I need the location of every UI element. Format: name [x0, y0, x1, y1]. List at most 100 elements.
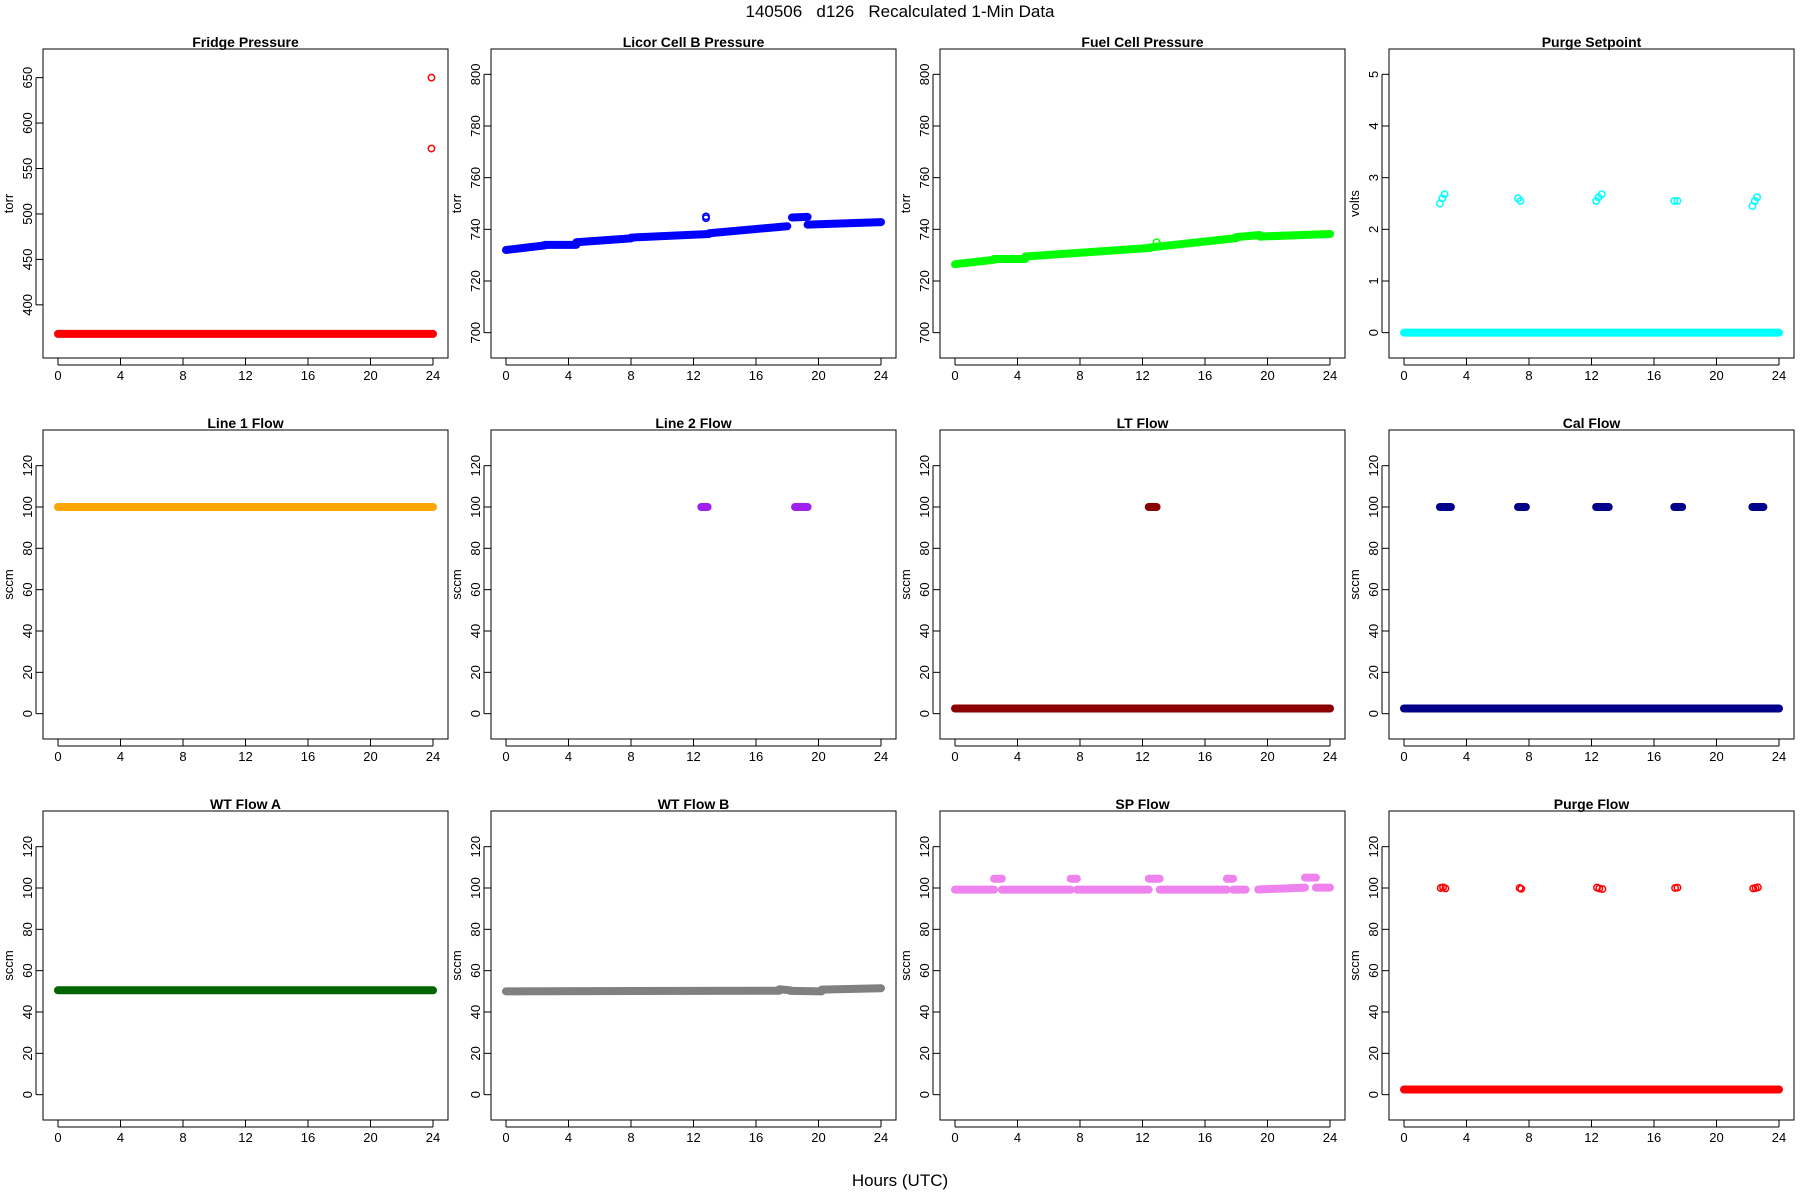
y-tick-label: 80: [468, 922, 483, 936]
chart-title: Licor Cell B Pressure: [623, 34, 765, 50]
y-tick-label: 600: [20, 112, 35, 134]
chart-panel: Fuel Cell Pressure 0 4 8 12 16 20 24 700 720 740 76…: [898, 34, 1346, 383]
y-tick-label: 100: [20, 496, 35, 518]
x-tick-label: 12: [1135, 1130, 1149, 1145]
y-tick-label: 20: [20, 665, 35, 679]
plot-frame: [490, 48, 897, 359]
y-tick-label: 40: [917, 1005, 932, 1019]
x-tick-label: 12: [238, 749, 252, 764]
y-tick-label: 100: [468, 877, 483, 899]
data-point: [1441, 884, 1450, 893]
x-tick-label: 12: [238, 1130, 252, 1145]
data-band: [1146, 234, 1241, 252]
x-tick-label: 0: [1400, 1130, 1407, 1145]
y-tick-label: 60: [468, 582, 483, 596]
plot-frame: [939, 429, 1346, 740]
x-tick-label: 8: [1076, 749, 1083, 764]
plot-frame: [1388, 48, 1795, 359]
y-tick-label: 5: [1366, 71, 1381, 78]
y-tick-label: 700: [468, 322, 483, 344]
data-point: [1440, 190, 1449, 199]
y-axis-label: torr: [898, 193, 913, 213]
y-tick-label: 60: [468, 963, 483, 977]
x-tick-label: 24: [1772, 1130, 1786, 1145]
x-tick-label: 24: [1323, 1130, 1337, 1145]
y-tick-label: 20: [20, 1046, 35, 1060]
chart-panel: Fridge Pressure 0 4 8 12 16 20 24 400 450 500 550 60…: [1, 34, 449, 383]
x-tick-label: 4: [565, 1130, 572, 1145]
x-tick-label: 4: [565, 368, 572, 383]
y-tick-label: 40: [1366, 624, 1381, 638]
x-tick-label: 24: [426, 1130, 440, 1145]
y-tick-label: 780: [468, 115, 483, 137]
x-tick-label: 8: [1076, 1130, 1083, 1145]
y-tick-label: 40: [917, 624, 932, 638]
x-tick-label: 24: [1772, 749, 1786, 764]
y-tick-label: 120: [1366, 455, 1381, 477]
x-tick-label: 0: [951, 368, 958, 383]
y-tick-label: 0: [917, 1091, 932, 1098]
x-tick-label: 24: [874, 368, 888, 383]
chart-panel: Line 1 Flow 0 4 8 12 16 20 24 0 20 40 60 80 100 120 scc…: [1, 415, 449, 764]
y-tick-label: 40: [468, 624, 483, 638]
y-tick-label: 720: [917, 270, 932, 292]
y-tick-label: 0: [20, 710, 35, 717]
data-point: [427, 73, 436, 82]
y-axis-label: sccm: [1, 950, 16, 980]
chart-title: Purge Flow: [1554, 796, 1630, 812]
x-tick-label: 20: [1709, 1130, 1723, 1145]
chart-panel: SP Flow 0 4 8 12 16 20 24 0 20 40 60 80 100 120 sccm: [898, 796, 1346, 1145]
chart-title: Line 1 Flow: [207, 415, 283, 431]
y-tick-label: 700: [917, 322, 932, 344]
x-tick-label: 16: [749, 749, 763, 764]
x-tick-label: 0: [1400, 368, 1407, 383]
y-tick-label: 0: [917, 710, 932, 717]
x-tick-label: 24: [1323, 368, 1337, 383]
x-tick-label: 8: [1525, 1130, 1532, 1145]
data-band: [1021, 243, 1155, 261]
data-point: [1517, 884, 1526, 893]
data-band: [627, 229, 714, 242]
y-axis-label: sccm: [898, 950, 913, 980]
x-tick-label: 8: [627, 1130, 634, 1145]
y-tick-label: 760: [917, 167, 932, 189]
y-tick-label: 120: [1366, 836, 1381, 858]
data-point: [1673, 196, 1682, 205]
chart-title: Line 2 Flow: [655, 415, 731, 431]
x-tick-label: 12: [686, 1130, 700, 1145]
y-tick-label: 3: [1366, 174, 1381, 181]
x-tick-label: 8: [1525, 368, 1532, 383]
x-tick-label: 0: [951, 749, 958, 764]
y-tick-label: 120: [917, 836, 932, 858]
plot-frame: [42, 810, 449, 1121]
data-band: [502, 241, 550, 254]
x-tick-label: 16: [1647, 749, 1661, 764]
data-band: [803, 218, 885, 229]
y-tick-label: 120: [20, 455, 35, 477]
data-point: [1753, 193, 1762, 202]
y-tick-label: 60: [20, 582, 35, 596]
y-tick-label: 780: [917, 115, 932, 137]
y-tick-label: 40: [20, 624, 35, 638]
data-point: [1753, 883, 1762, 892]
x-tick-label: 4: [117, 1130, 124, 1145]
data-point: [1597, 190, 1606, 199]
y-axis-label: sccm: [898, 569, 913, 599]
y-tick-label: 80: [1366, 922, 1381, 936]
y-tick-label: 450: [20, 249, 35, 271]
x-tick-label: 4: [117, 749, 124, 764]
x-tick-label: 8: [627, 749, 634, 764]
y-tick-label: 100: [1366, 496, 1381, 518]
y-tick-label: 740: [468, 218, 483, 240]
data-band: [787, 212, 812, 222]
y-tick-label: 20: [917, 665, 932, 679]
x-tick-label: 8: [627, 368, 634, 383]
y-tick-label: 100: [917, 496, 932, 518]
x-tick-label: 8: [179, 1130, 186, 1145]
y-axis-label: sccm: [449, 569, 464, 599]
x-tick-label: 4: [1463, 368, 1470, 383]
x-tick-label: 20: [1260, 368, 1274, 383]
x-tick-label: 4: [1463, 1130, 1470, 1145]
x-tick-label: 16: [301, 1130, 315, 1145]
x-tick-label: 20: [1709, 749, 1723, 764]
